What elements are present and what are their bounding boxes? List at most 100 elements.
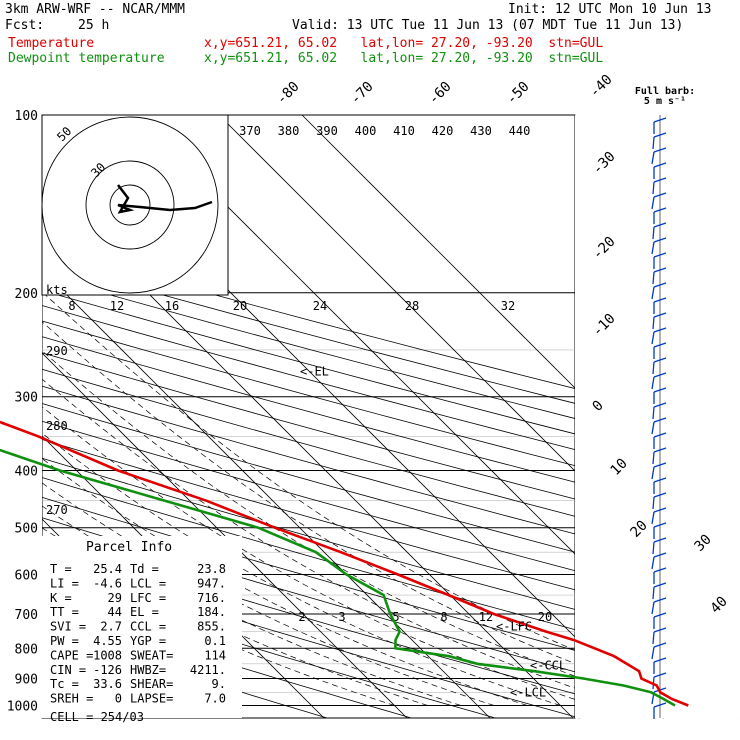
dry-adiabat [0,263,740,460]
dry-adiabat [0,445,740,654]
wind-barb-flag [653,597,667,603]
pressure-label: 600 [15,568,38,583]
parcel-value: 4211. [190,663,226,677]
speed-label: 32 [501,299,515,313]
pressure-label: 400 [15,465,38,480]
parcel-value: 0.1 [204,634,226,648]
barb-title: Full barb: [635,86,695,97]
parcel-value: -4.6 [93,576,122,590]
wind-barb-flag [653,267,667,273]
parcel-key: SHEAR= [130,677,173,691]
wind-barb [652,451,655,465]
theta-e-label: 410 [393,124,415,138]
parcel-key: SWEAT= [130,648,173,662]
parcel-key: K = [50,591,72,605]
wind-barb-flag [653,117,667,123]
mixing-ratio-label: 5 [392,610,399,624]
wind-barb [652,316,655,330]
wind-barb-flag [653,582,667,588]
model-title: 3km ARW-WRF -- NCAR/MMM [5,2,186,17]
theta-left-label: 270 [46,503,68,517]
legend-temperature: Temperature [8,36,95,51]
parcel-value: 7.0 [204,692,226,706]
top-temperature-label: -50 [504,79,533,108]
pressure-label: 500 [15,522,38,537]
wind-barb-flag [653,432,667,438]
parcel-key: YGP = [130,634,166,648]
parcel-value: 23.8 [197,562,226,576]
parcel-value: -126 [93,663,122,677]
parcel-key: SREH = [50,692,93,706]
parcel-key: TT = [50,605,79,619]
moist-adiabat [0,371,594,706]
parcel-value: 114 [204,648,226,662]
dewpoint-line [0,448,676,707]
wind-barb [651,556,655,570]
hodograph-box [41,114,229,296]
level-label: <-CCL [530,658,566,672]
mixing-ratio-label: 2 [298,610,305,624]
parcel-title: Parcel Info [86,540,172,555]
wind-barb-flag [653,537,667,543]
theta-e-label: 430 [470,124,492,138]
wind-barb-flag [653,702,667,708]
parcel-value: 9. [212,677,226,691]
wind-barb-flag [653,282,667,288]
wind-barb [651,376,655,390]
parcel-value: 25.4 [93,562,122,576]
top-temperature-label: -60 [426,79,455,108]
theta-e-label: 390 [316,124,338,138]
mixing-ratio-label: 20 [538,610,552,624]
pressure-label: 800 [15,642,38,657]
parcel-box [42,536,242,718]
parcel-value: 184. [197,605,226,619]
wind-barb-flag [653,237,667,243]
parcel-key: LCL = [130,576,166,590]
wind-barb-flag [653,252,667,258]
wind-barb-flag [653,657,667,663]
wind-barb-flag [653,372,667,378]
wind-barb-flag [653,477,667,483]
dry-adiabat [0,277,740,476]
speed-label: 20 [233,299,247,313]
theta-e-label: 440 [509,124,531,138]
wind-barb [652,586,655,600]
wind-barb [652,496,655,510]
theta-e-label: 380 [278,124,300,138]
parcel-value: 33.6 [93,677,122,691]
wind-barb-flag [653,417,667,423]
wind-barb-flag [653,192,667,198]
isotherm [0,227,491,719]
wind-barb-flag [653,207,667,213]
parcel-cell: CELL = 254/03 [50,710,144,724]
hodograph-ring [41,116,219,294]
wind-barb-flag [653,387,667,393]
wind-barb-flag [653,627,667,633]
pressure-label: 300 [15,391,38,406]
parcel-key: CCL = [130,620,166,634]
wind-barb-flag [653,312,667,318]
forecast-hour: 25 h [78,18,110,33]
wind-barb [651,646,655,660]
wind-barb-flag [653,357,667,363]
parcel-key: LAPSE= [130,692,173,706]
parcel-key: PW = [50,634,79,648]
parcel-value: 29 [108,591,122,605]
wind-barb-flag [653,132,667,138]
wind-barb-flag [653,612,667,618]
hodograph-trace [117,184,213,214]
wind-barb-flag [653,162,667,168]
parcel-value: 4.55 [93,634,122,648]
wind-barb [651,241,655,255]
temperature-tick-label: -40 [587,72,616,101]
speed-label: 16 [165,299,179,313]
pressure-label: 1000 [7,699,38,714]
isotherm [0,310,408,719]
theta-e-label: 370 [239,124,261,138]
speed-label: 28 [405,299,419,313]
parcel-value: 44 [108,605,122,619]
speed-label: 12 [110,299,124,313]
parcel-value: 855. [197,620,226,634]
mixing-ratio-label: 3 [338,610,345,624]
